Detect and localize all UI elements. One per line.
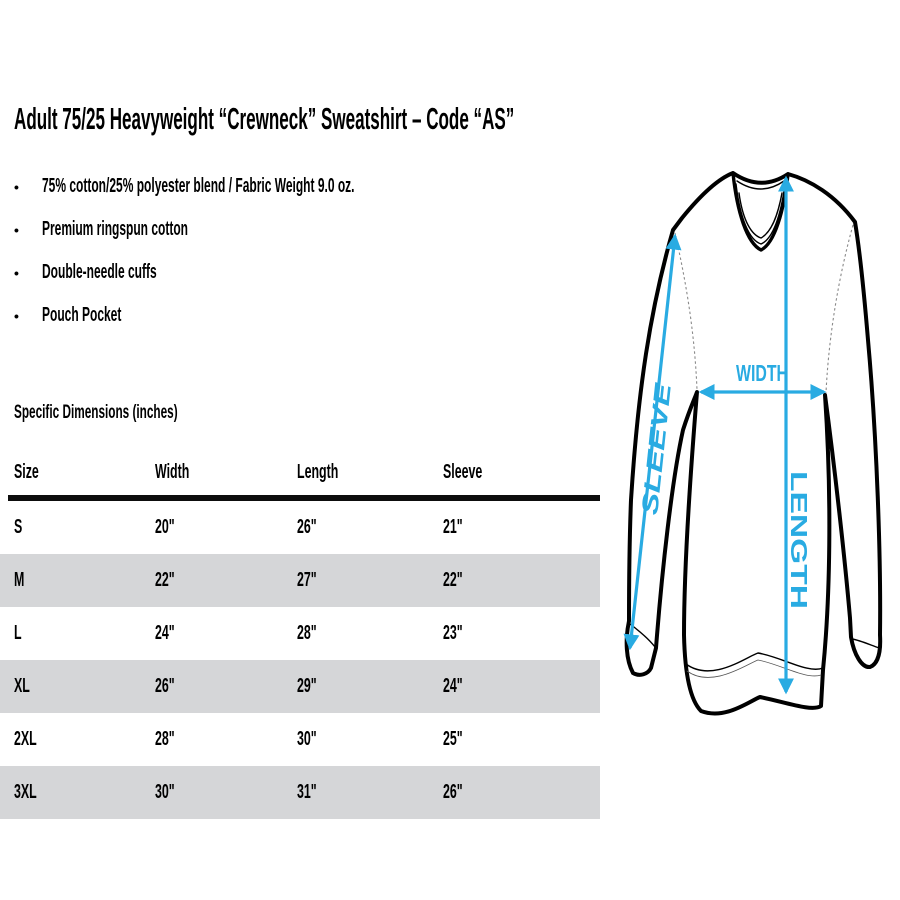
cell-width: 22" [155,569,175,591]
table-body: S 20" 26" 21" M 22" 27" 22" L 24" 28" 23… [0,501,600,819]
dimensions-heading: Specific Dimensions (inches) [14,402,178,423]
table-row: L 24" 28" 23" [0,607,600,660]
cell-length: 28" [297,622,317,644]
column-header-sleeve: Sleeve [443,461,483,483]
cell-size: L [14,622,22,644]
cell-length: 29" [297,675,317,697]
bullet-icon: • [14,221,19,238]
length-label: LENGTH [786,471,812,609]
collar-rib-line [738,192,783,239]
sleeve-arrow [623,233,682,651]
table-row: XL 26" 29" 24" [0,660,600,713]
table-row: 3XL 30" 31" 26" [0,766,600,819]
cell-sleeve: 22" [443,569,463,591]
cell-size: M [14,569,25,591]
table-row: 2XL 28" 30" 25" [0,713,600,766]
feature-text: 75% cotton/25% polyester blend / Fabric … [42,175,355,197]
feature-text: Premium ringspun cotton [42,218,189,240]
cell-length: 26" [297,516,317,538]
cell-sleeve: 25" [443,728,463,750]
feature-list: • 75% cotton/25% polyester blend / Fabri… [14,165,563,337]
cell-size: 2XL [14,728,37,750]
header-divider [8,495,600,501]
cell-sleeve: 26" [443,781,463,803]
cell-length: 30" [297,728,317,750]
table-row: S 20" 26" 21" [0,501,600,554]
cell-length: 31" [297,781,317,803]
cell-sleeve: 24" [443,675,463,697]
page-title: Adult 75/25 Heavyweight “Crewneck” Sweat… [14,99,900,139]
column-header-length: Length [297,461,339,483]
cell-width: 30" [155,781,175,803]
feature-text: Pouch Pocket [42,304,122,326]
cell-width: 26" [155,675,175,697]
bullet-icon: • [14,307,19,324]
cell-sleeve: 21" [443,516,463,538]
column-header-width: Width [155,461,190,483]
right-cuff-line [851,638,880,649]
list-item: • Pouch Pocket [14,294,563,337]
cell-width: 28" [155,728,175,750]
feature-text: Double-needle cuffs [42,261,157,283]
bullet-icon: • [14,264,19,281]
left-armhole-seam [674,232,698,391]
page-title-text: Adult 75/25 Heavyweight “Crewneck” Sweat… [14,100,515,136]
sweatshirt-diagram: WIDTH LENGTH SLEEVE [623,171,883,716]
table-header-row: Size Width Length Sleeve [0,450,600,495]
list-item: • 75% cotton/25% polyester blend / Fabri… [14,165,563,208]
table-row: M 22" 27" 22" [0,554,600,607]
width-label: WIDTH [736,360,788,386]
hem-rib-line [685,652,824,672]
cell-width: 20" [155,516,175,538]
cell-length: 27" [297,569,317,591]
hem-rib-line-2 [686,659,822,678]
cell-width: 24" [155,622,175,644]
cell-size: XL [14,675,30,697]
cell-sleeve: 23" [443,622,463,644]
list-item: • Premium ringspun cotton [14,208,563,251]
bullet-icon: • [14,178,19,195]
cell-size: S [14,516,23,538]
list-item: • Double-needle cuffs [14,251,563,294]
column-header-size: Size [14,461,39,483]
size-table: Size Width Length Sleeve S 20" 26" 21" M… [0,450,600,819]
cell-size: 3XL [14,781,37,803]
